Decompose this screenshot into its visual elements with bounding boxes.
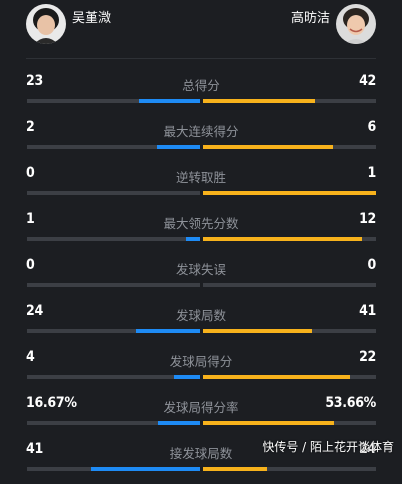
stat-left-fill	[136, 329, 200, 333]
stat-left-fill	[156, 145, 200, 149]
stat-row: 24 发球局数 41	[0, 300, 402, 346]
player-left-photo	[26, 4, 66, 44]
stat-right-fill	[203, 145, 333, 149]
stat-label: 最大领先分数	[163, 216, 239, 231]
stats-list: 23 总得分 42 2 最大连续得分 6 0 逆转取胜 1 1 最大领先分数 12 0 发球失误 0 24 发球…	[0, 70, 402, 484]
stat-right-bar	[203, 283, 376, 287]
stat-row: 0 逆转取胜 1	[0, 162, 402, 208]
stat-label: 发球局数	[175, 308, 226, 323]
stat-label: 发球局得分率	[163, 400, 239, 415]
stat-right-bar	[203, 191, 376, 195]
stat-right-value: 41	[359, 303, 376, 319]
stat-right-value: 24	[359, 441, 376, 457]
stat-right-value: 42	[359, 73, 376, 89]
stat-right-bar	[203, 329, 376, 333]
stat-right-bar	[203, 99, 376, 103]
stat-row: 16.67% 发球局得分率 53.66%	[0, 392, 402, 438]
stat-right-bar	[203, 467, 376, 471]
stat-row: 23 总得分 42	[0, 70, 402, 116]
stat-right-value: 53.66%	[325, 395, 376, 411]
stat-right-value: 12	[359, 211, 376, 227]
header-divider	[26, 58, 376, 59]
stat-right-fill	[203, 191, 376, 195]
stat-left-fill	[174, 375, 200, 379]
stat-label: 最大连续得分	[163, 124, 239, 139]
player-right-avatar[interactable]	[336, 4, 376, 44]
stat-left-value: 1	[26, 211, 35, 227]
stat-right-bar	[203, 145, 376, 149]
stat-row: 1 最大领先分数 12	[0, 208, 402, 254]
stat-left-value: 16.67%	[26, 395, 77, 411]
stat-row: 2 最大连续得分 6	[0, 116, 402, 162]
stat-right-bar	[203, 237, 376, 241]
stat-right-value: 6	[367, 119, 377, 135]
stat-left-value: 0	[26, 165, 35, 181]
stat-label: 发球失误	[175, 262, 226, 277]
stat-label: 接发球局数	[169, 446, 233, 461]
match-header: 吴堇溦 高昉洁	[0, 0, 402, 59]
player-left-avatar[interactable]	[26, 4, 66, 44]
stat-left-value: 4	[26, 349, 35, 365]
stat-left-bar	[27, 237, 200, 241]
stat-left-bar	[27, 421, 200, 425]
stat-left-value: 23	[26, 73, 43, 89]
stat-left-fill	[91, 467, 200, 471]
stat-left-value: 24	[26, 303, 43, 319]
stat-left-fill	[139, 99, 200, 103]
stat-right-fill	[203, 329, 312, 333]
stat-label: 发球局得分	[169, 354, 233, 369]
stat-left-value: 41	[26, 441, 43, 457]
player-left-name: 吴堇溦	[72, 11, 112, 26]
stat-right-value: 0	[367, 257, 377, 273]
stat-right-bar	[203, 421, 376, 425]
stat-right-bar	[203, 375, 376, 379]
stat-right-fill	[203, 467, 267, 471]
player-right-name: 高昉洁	[290, 11, 330, 26]
stat-left-bar	[27, 467, 200, 471]
stat-left-bar	[27, 375, 200, 379]
stat-left-bar	[27, 145, 200, 149]
stat-row: 4 发球局得分 22	[0, 346, 402, 392]
stat-right-value: 1	[367, 165, 377, 181]
stat-right-fill	[203, 375, 351, 379]
stat-left-value: 2	[26, 119, 35, 135]
stat-left-value: 0	[26, 257, 35, 273]
stat-left-bar	[27, 283, 200, 287]
stat-right-fill	[203, 421, 335, 425]
stat-label: 总得分	[182, 78, 220, 93]
watermark: 快传号 / 陌上花开谈体育	[262, 440, 394, 454]
stat-row: 0 发球失误 0	[0, 254, 402, 300]
stat-left-fill	[186, 237, 200, 241]
stat-right-fill	[203, 99, 316, 103]
stat-left-fill	[158, 421, 200, 425]
stat-right-value: 22	[359, 349, 376, 365]
stat-label: 逆转取胜	[175, 170, 226, 185]
stat-left-bar	[27, 329, 200, 333]
player-right-photo	[336, 4, 376, 44]
stat-left-bar	[27, 191, 200, 195]
stat-left-bar	[27, 99, 200, 103]
stat-right-fill	[203, 237, 363, 241]
